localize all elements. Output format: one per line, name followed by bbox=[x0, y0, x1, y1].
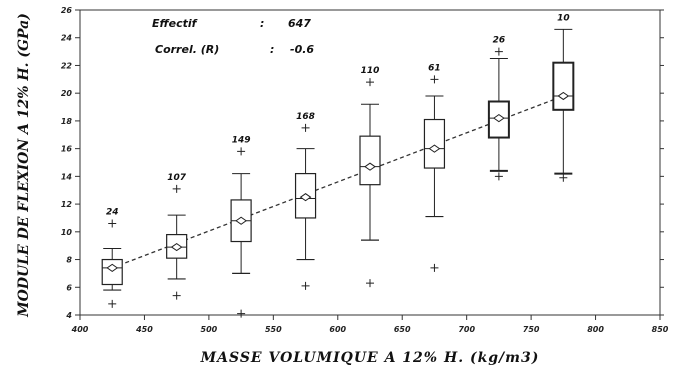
x-axis: 400 450 500 550 600 650 700 750 800 850 bbox=[71, 315, 669, 334]
mean-marker bbox=[428, 144, 441, 153]
outlier bbox=[430, 263, 439, 272]
mean-marker bbox=[299, 193, 312, 202]
x-tick-label: 400 bbox=[71, 325, 89, 334]
y-tick-label: 18 bbox=[61, 117, 73, 126]
outlier bbox=[301, 123, 310, 132]
correl-label: Correl. (R) bbox=[155, 43, 219, 56]
correl-separator: : bbox=[270, 43, 274, 56]
box-group: 149 bbox=[230, 135, 252, 318]
box bbox=[359, 135, 381, 186]
box-group: 61 bbox=[423, 63, 446, 272]
effectif-value: 647 bbox=[288, 17, 311, 30]
correl-value: -0.6 bbox=[290, 43, 314, 56]
y-tick-label: 14 bbox=[61, 172, 73, 181]
outlier bbox=[494, 47, 503, 56]
outlier bbox=[237, 147, 246, 156]
x-tick-label: 750 bbox=[523, 325, 540, 334]
x-tick-label: 450 bbox=[135, 325, 153, 334]
count-label: 149 bbox=[232, 135, 251, 145]
count-label: 24 bbox=[106, 208, 119, 218]
count-label: 168 bbox=[296, 112, 315, 122]
y-tick-label: 16 bbox=[61, 145, 73, 154]
count-label: 10 bbox=[557, 13, 570, 23]
x-tick-label: 550 bbox=[265, 325, 282, 334]
y-tick-label: 8 bbox=[66, 256, 72, 265]
y-tick-label: 12 bbox=[61, 200, 73, 209]
box-group: 26 bbox=[487, 36, 510, 181]
outlier bbox=[108, 219, 117, 228]
count-label: 110 bbox=[361, 66, 380, 76]
x-tick-label: 600 bbox=[329, 325, 346, 334]
mean-marker bbox=[106, 263, 119, 272]
x-tick-label: 800 bbox=[587, 325, 604, 334]
boxes-group: 24 107 149 168 110 61 26 10 bbox=[101, 13, 575, 318]
outlier bbox=[172, 291, 181, 300]
effectif-separator: : bbox=[260, 17, 264, 30]
outlier bbox=[172, 184, 181, 193]
box-group: 168 bbox=[294, 112, 317, 290]
count-label: 61 bbox=[428, 63, 441, 73]
x-tick-label: 650 bbox=[394, 325, 411, 334]
box-group: 110 bbox=[359, 66, 381, 288]
x-tick-label: 500 bbox=[201, 325, 218, 334]
outlier bbox=[237, 309, 246, 318]
outlier bbox=[108, 299, 117, 308]
y-tick-label: 22 bbox=[61, 61, 73, 70]
x-tick-label: 850 bbox=[652, 325, 669, 334]
box bbox=[101, 258, 123, 286]
plot-frame bbox=[79, 9, 661, 316]
y-tick-label: 4 bbox=[65, 311, 72, 320]
mean-marker bbox=[493, 114, 505, 123]
outlier bbox=[430, 75, 439, 84]
box bbox=[552, 61, 575, 111]
box-group: 24 bbox=[101, 208, 123, 308]
mean-marker bbox=[170, 242, 183, 252]
y-axis: 4 6 8 10 12 14 16 18 20 22 24 26 bbox=[61, 6, 664, 320]
y-tick-label: 26 bbox=[61, 6, 73, 15]
y-tick-label: 6 bbox=[66, 283, 72, 292]
box-group: 107 bbox=[166, 173, 188, 300]
y-tick-label: 20 bbox=[61, 89, 73, 98]
x-tick-label: 700 bbox=[458, 325, 475, 334]
outlier bbox=[559, 173, 568, 182]
count-label: 26 bbox=[493, 36, 506, 46]
x-axis-label: MASSE VOLUMIQUE A 12% H. (kg/m3) bbox=[200, 350, 540, 366]
y-tick-label: 24 bbox=[61, 34, 73, 43]
count-label: 107 bbox=[167, 173, 187, 183]
box-group: 10 bbox=[552, 13, 575, 182]
outlier bbox=[494, 172, 503, 181]
y-tick-label: 10 bbox=[61, 228, 73, 237]
effectif-label: Effectif bbox=[152, 17, 198, 30]
mean-marker bbox=[557, 91, 570, 101]
mean-marker bbox=[235, 216, 247, 225]
outlier bbox=[366, 78, 374, 87]
y-axis-label: MODULE DE FLEXION A 12% H. (GPa) bbox=[16, 13, 32, 318]
box bbox=[423, 118, 446, 169]
outlier bbox=[366, 279, 374, 288]
mean-marker bbox=[364, 162, 376, 171]
outlier bbox=[301, 281, 310, 290]
